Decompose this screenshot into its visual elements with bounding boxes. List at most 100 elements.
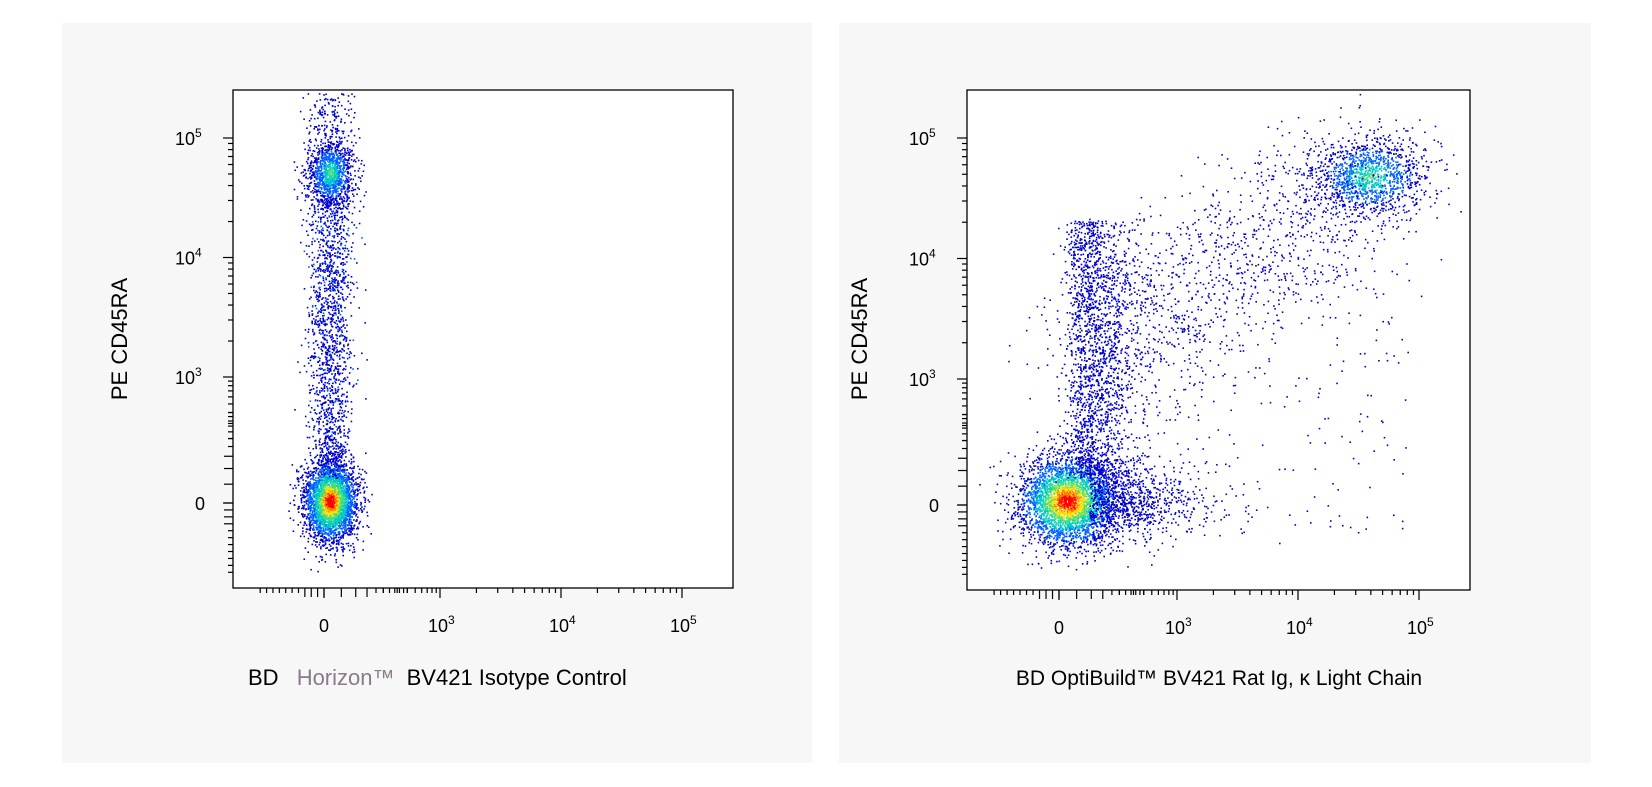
left-event-dot xyxy=(358,476,361,478)
left-event-dot xyxy=(316,257,319,260)
left-event-dot xyxy=(328,171,330,173)
left-event-dot xyxy=(323,216,325,218)
left-event-dot xyxy=(330,529,332,531)
left-event-dot xyxy=(335,185,338,188)
left-event-dot xyxy=(327,139,329,141)
left-event-dot xyxy=(319,541,321,544)
left-event-dot xyxy=(345,524,347,526)
left-event-dot xyxy=(330,548,332,550)
left-event-dot xyxy=(359,492,362,494)
left-event-dot xyxy=(312,536,315,538)
left-event-dot xyxy=(334,183,337,186)
left-event-dot xyxy=(329,137,332,140)
left-event-dot xyxy=(334,457,336,460)
left-event-dot xyxy=(323,271,325,273)
left-event-dot xyxy=(341,236,343,238)
left-event-dot xyxy=(327,476,330,479)
left-event-dot xyxy=(335,499,337,502)
left-event-dot xyxy=(318,527,321,529)
left-event-dot xyxy=(315,319,317,321)
left-event-dot xyxy=(321,367,323,370)
left-event-dot xyxy=(333,532,336,534)
left-event-dot xyxy=(328,378,331,381)
left-event-dot xyxy=(341,477,344,479)
left-event-dot xyxy=(334,442,337,444)
left-event-dot xyxy=(358,472,360,475)
left-event-dot xyxy=(310,166,312,169)
left-event-dot xyxy=(344,508,347,510)
left-event-dot xyxy=(345,542,348,545)
left-event-dot xyxy=(315,526,317,528)
left-event-dot xyxy=(323,176,325,179)
left-event-dot xyxy=(335,521,338,524)
left-event-dot xyxy=(341,507,343,510)
left-event-dot xyxy=(335,489,337,492)
left-event-dot xyxy=(329,524,331,526)
left-event-dot xyxy=(359,177,362,179)
left-event-dot xyxy=(333,473,335,475)
left-event-dot xyxy=(332,143,334,146)
left-event-dot xyxy=(364,501,366,503)
left-event-dot xyxy=(297,506,300,508)
left-event-dot xyxy=(341,288,344,291)
left-event-dot xyxy=(347,472,350,474)
left-event-dot xyxy=(317,520,319,522)
left-event-dot xyxy=(311,519,314,521)
left-event-dot xyxy=(347,527,349,530)
left-event-dot xyxy=(331,458,333,460)
left-event-dot xyxy=(319,468,322,471)
left-event-dot xyxy=(324,319,326,322)
left-event-dot xyxy=(317,158,319,160)
left-event-dot xyxy=(336,178,339,181)
left-event-dot xyxy=(316,494,318,497)
left-event-dot xyxy=(326,217,329,219)
left-event-dot xyxy=(324,351,327,353)
left-event-dot xyxy=(354,188,357,191)
left-event-dot xyxy=(344,516,346,518)
left-event-dot xyxy=(307,196,309,198)
left-event-dot xyxy=(339,184,341,186)
left-event-dot xyxy=(333,201,335,204)
left-event-dot xyxy=(345,285,348,288)
left-event-dot xyxy=(337,173,340,175)
left-event-dot xyxy=(346,188,348,191)
left-event-dot xyxy=(353,460,355,463)
left-event-dot xyxy=(335,460,337,463)
left-event-dot xyxy=(332,362,334,364)
left-event-dot xyxy=(325,181,328,184)
left-event-dot xyxy=(329,482,331,484)
left-event-dot xyxy=(334,525,336,527)
left-event-dot xyxy=(344,523,347,525)
left-event-dot xyxy=(335,487,337,490)
left-event-dot xyxy=(316,534,318,537)
left-event-dot xyxy=(312,150,315,152)
left-event-dot xyxy=(335,145,338,147)
left-event-dot xyxy=(334,553,336,555)
left-event-dot xyxy=(303,486,305,489)
left-event-dot xyxy=(351,141,353,144)
left-event-dot xyxy=(348,530,350,532)
left-event-dot xyxy=(342,502,344,504)
left-event-dot xyxy=(315,391,318,393)
left-event-dot xyxy=(356,519,358,521)
left-event-dot xyxy=(326,318,329,321)
left-event-dot xyxy=(307,144,310,147)
left-event-dot xyxy=(344,154,347,156)
left-event-dot xyxy=(312,467,315,470)
left-event-dot xyxy=(337,190,339,193)
left-event-dot xyxy=(321,148,324,151)
left-event-dot xyxy=(327,160,329,163)
left-event-dot xyxy=(347,179,349,181)
left-event-dot xyxy=(347,489,349,492)
left-event-dot xyxy=(336,482,338,485)
left-event-dot xyxy=(315,147,318,149)
left-event-dot xyxy=(315,455,317,458)
left-event-dot xyxy=(334,433,336,435)
left-event-dot xyxy=(309,508,312,511)
left-event-dot xyxy=(338,165,340,167)
left-event-dot xyxy=(306,194,309,196)
left-event-dot xyxy=(327,188,329,191)
left-event-dot xyxy=(353,525,355,527)
left-event-dot xyxy=(336,174,339,176)
left-event-dot xyxy=(331,187,333,189)
